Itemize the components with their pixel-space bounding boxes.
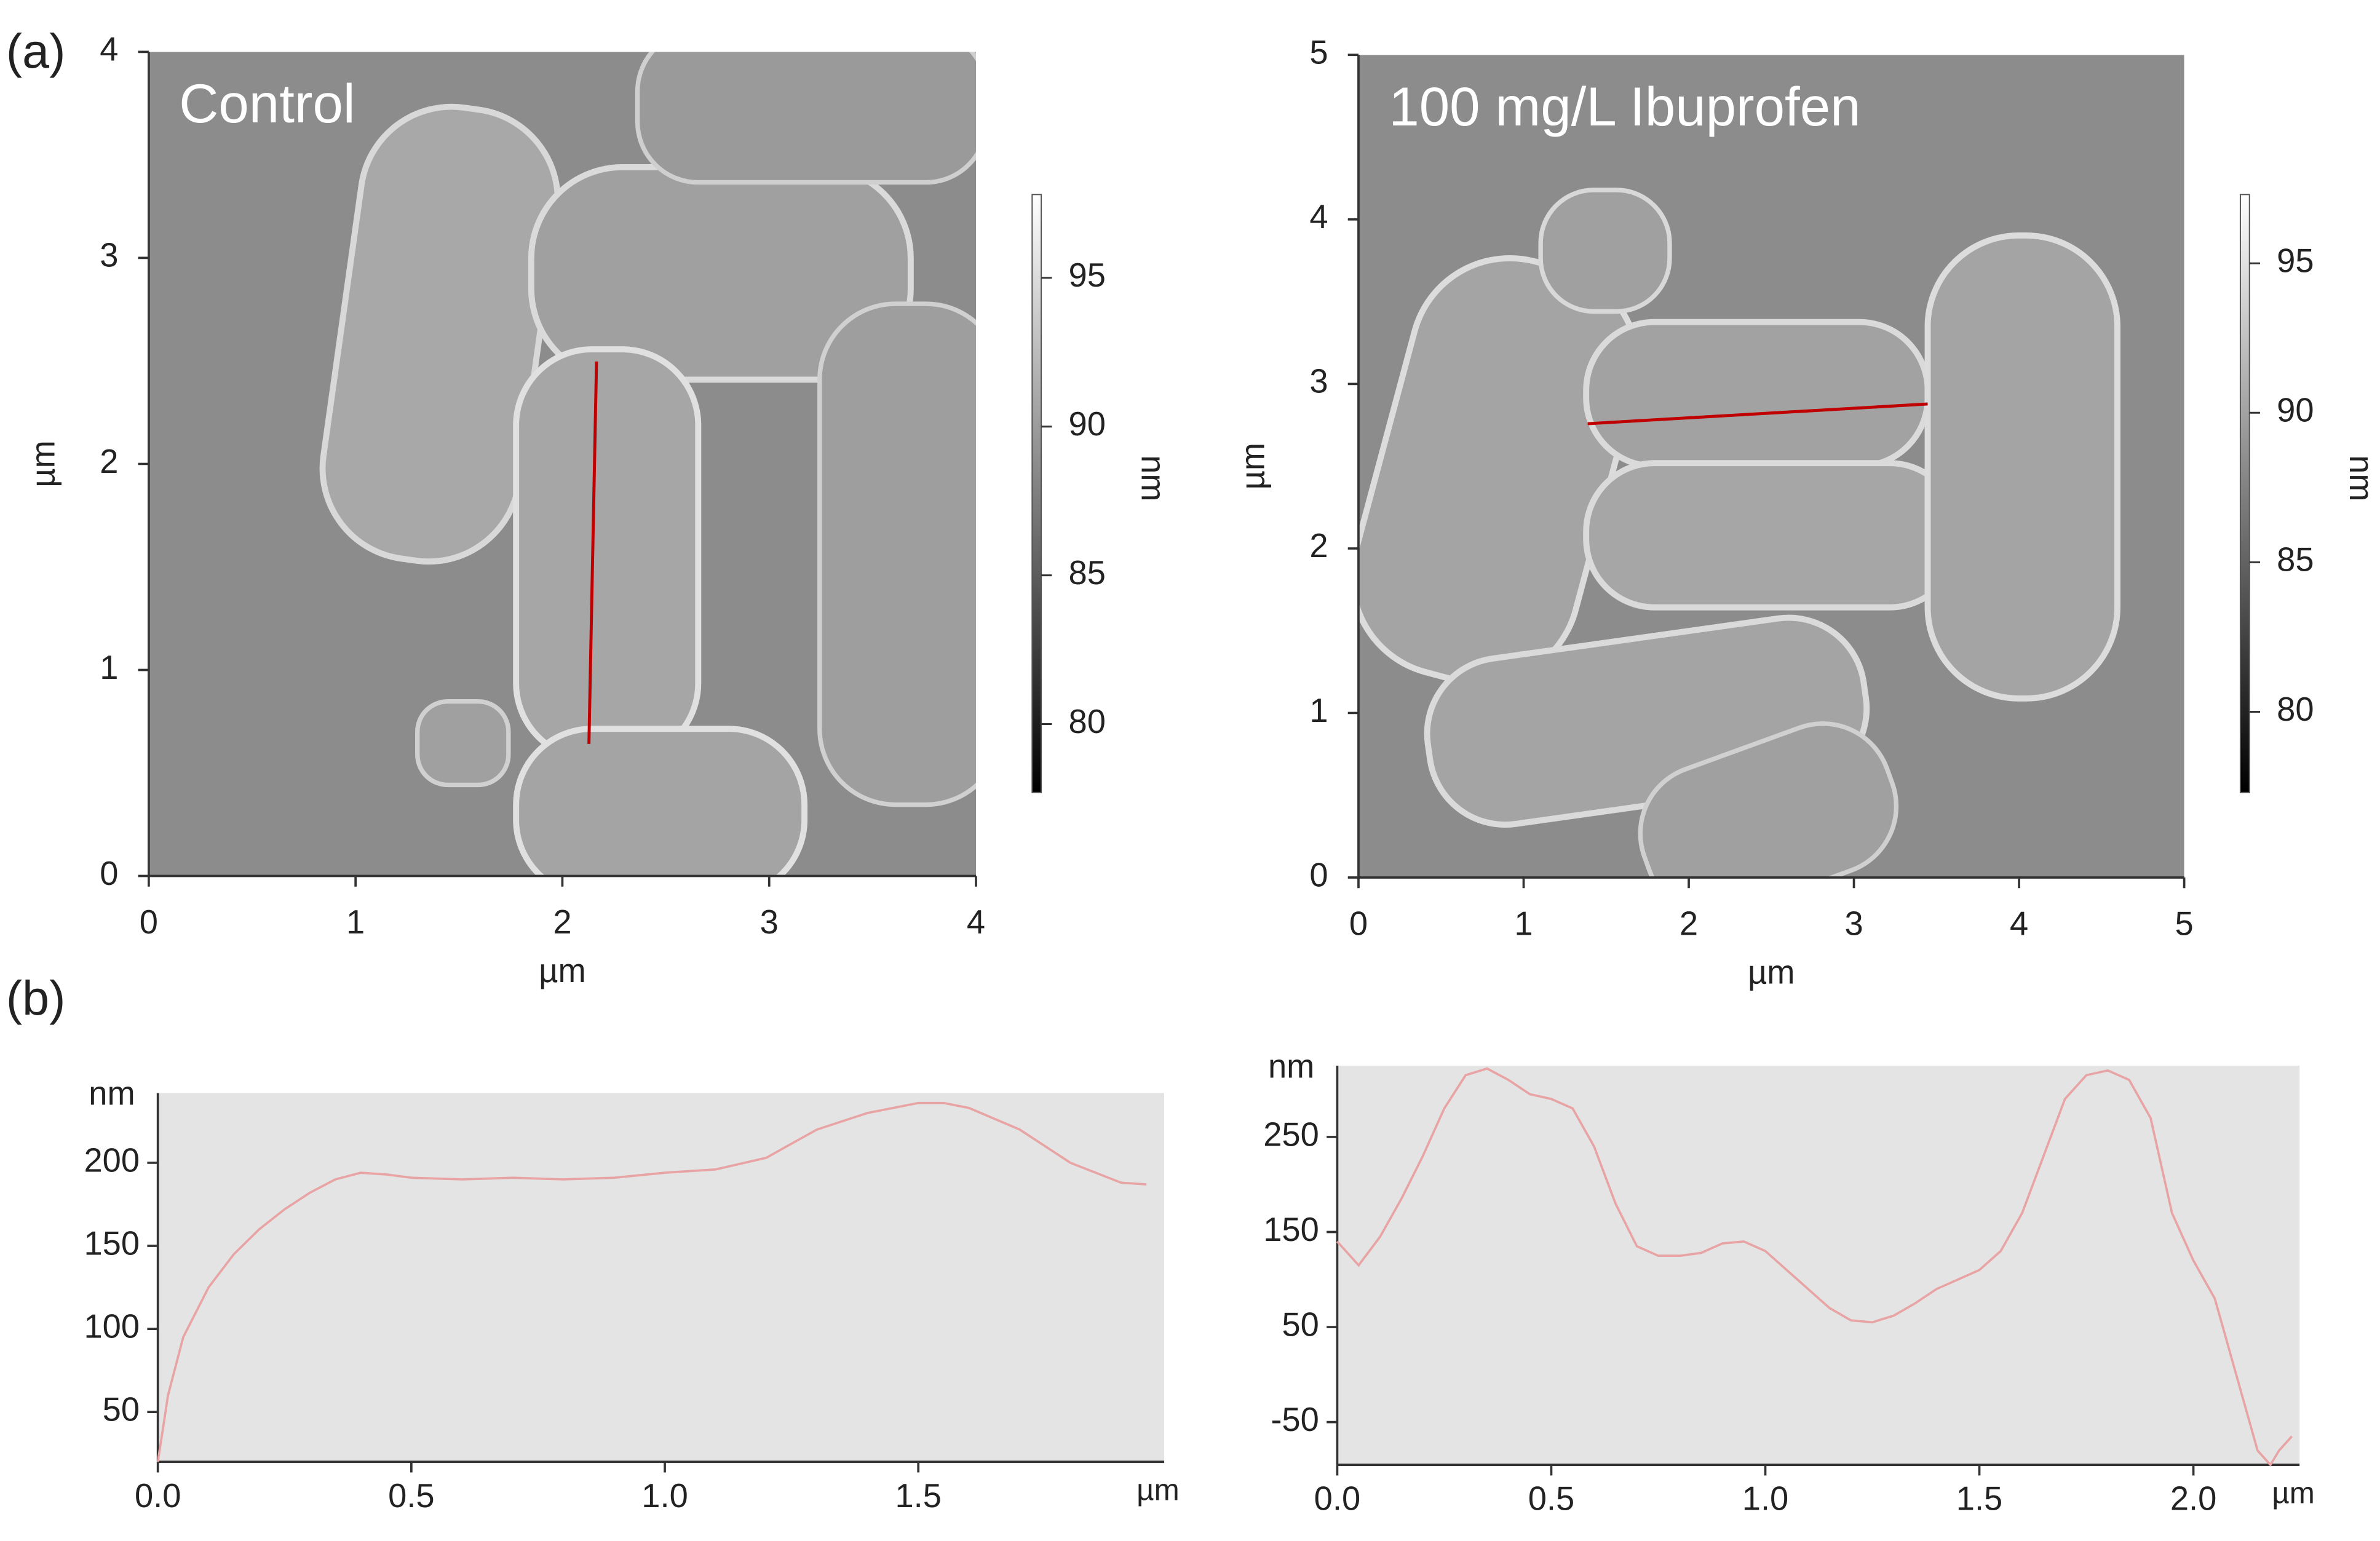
x-tick-label: 2 <box>1680 905 1698 942</box>
colorbar-tick-label: 80 <box>1069 703 1106 740</box>
x-tick-label: 0 <box>1349 905 1368 942</box>
x-tick-label: 4 <box>967 903 985 941</box>
y-tick-label: 2 <box>100 443 118 480</box>
y-tick-label: 3 <box>1309 363 1328 400</box>
x-tick-label: 1 <box>1514 905 1533 942</box>
x-tick-label: 0 <box>140 903 158 941</box>
plot-background <box>1337 1066 2300 1465</box>
x-axis-label: µm <box>1748 953 1795 991</box>
profile-line <box>1336 1067 2293 1467</box>
x-tick-label: 3 <box>1844 905 1863 942</box>
annotation: 100 mg/L Ibuprofen <box>1389 76 1860 137</box>
y-tick-label: 0 <box>100 855 118 892</box>
colorbar-label: nm <box>1134 455 1172 501</box>
colorbar-tick-label: 90 <box>1069 405 1106 443</box>
plot-background <box>157 1093 1165 1462</box>
colorbar <box>1031 194 1042 793</box>
profile-line <box>156 1101 1147 1462</box>
afm-image <box>148 52 976 876</box>
x-axis-label: µm <box>539 952 586 989</box>
x-tick-label: 2 <box>553 903 571 941</box>
y-axis-label: nm <box>89 1075 135 1112</box>
colorbar-tick-label: 95 <box>1069 256 1106 294</box>
y-tick-label: 50 <box>103 1391 140 1428</box>
y-tick-label: 2 <box>1309 527 1328 565</box>
colorbar-tick-label: 85 <box>2277 541 2314 579</box>
y-tick-label: 0 <box>1309 856 1328 893</box>
colorbar <box>2239 194 2250 793</box>
y-tick-label: 100 <box>84 1307 140 1345</box>
y-tick-label: 4 <box>1309 198 1328 236</box>
x-tick-label: 0.0 <box>135 1477 181 1515</box>
colorbar-label: nm <box>2342 455 2380 501</box>
x-tick-label: 0.0 <box>1314 1480 1360 1518</box>
annotation: Control <box>179 73 355 134</box>
x-tick-label: 1.0 <box>1742 1480 1788 1518</box>
x-tick-label: 0.5 <box>388 1477 434 1515</box>
y-axis-label: µm <box>24 440 61 488</box>
y-tick-label: 4 <box>100 31 118 68</box>
y-axis-label: nm <box>1268 1047 1314 1085</box>
y-tick-label: 5 <box>1309 34 1328 71</box>
colorbar-tick-label: 85 <box>1069 554 1106 592</box>
x-tick-label: 2.0 <box>2170 1480 2216 1518</box>
panel-label: (a) <box>6 24 66 78</box>
y-tick-label: 250 <box>1263 1115 1319 1153</box>
panel-label: (b) <box>6 971 66 1025</box>
afm-image <box>1358 55 2184 878</box>
y-tick-label: 1 <box>100 649 118 686</box>
x-tick-label: 1.5 <box>1956 1480 2002 1518</box>
y-tick-label: 1 <box>1309 692 1328 729</box>
y-axis-label: µm <box>1234 443 1271 490</box>
x-axis-label: µm <box>2272 1476 2315 1510</box>
x-tick-label: 1.5 <box>895 1477 941 1515</box>
x-axis-label: µm <box>1136 1473 1180 1507</box>
x-tick-label: 4 <box>2010 905 2028 942</box>
x-tick-label: 3 <box>760 903 779 941</box>
x-tick-label: 0.5 <box>1528 1480 1574 1518</box>
y-tick-label: 50 <box>1282 1305 1319 1343</box>
colorbar-tick-label: 90 <box>2277 392 2314 429</box>
y-tick-label: 150 <box>1263 1211 1319 1248</box>
x-tick-label: 5 <box>2175 905 2194 942</box>
colorbar-tick-label: 95 <box>2277 242 2314 280</box>
y-tick-label: -50 <box>1271 1401 1319 1438</box>
y-tick-label: 3 <box>100 237 118 274</box>
y-tick-label: 150 <box>84 1224 140 1262</box>
x-tick-label: 1.0 <box>641 1477 688 1515</box>
y-tick-label: 200 <box>84 1141 140 1179</box>
colorbar-tick-label: 80 <box>2277 691 2314 728</box>
x-tick-label: 1 <box>346 903 365 941</box>
